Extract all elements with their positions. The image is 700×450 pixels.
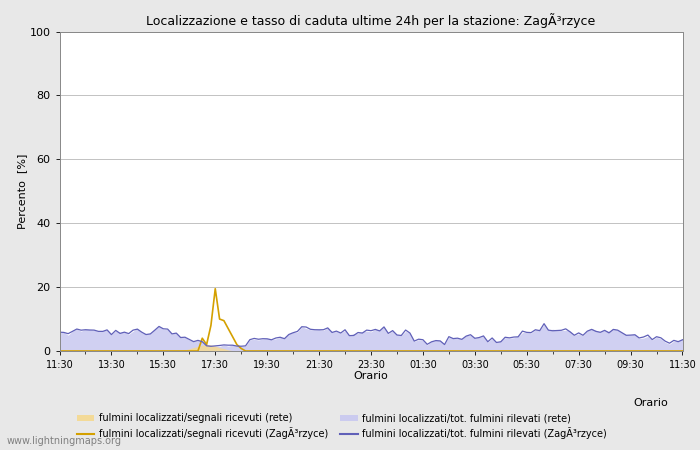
Text: Orario: Orario [634, 398, 668, 408]
Y-axis label: Percento  [%]: Percento [%] [17, 153, 27, 229]
X-axis label: Orario: Orario [354, 371, 388, 382]
Text: www.lightningmaps.org: www.lightningmaps.org [7, 436, 122, 446]
Legend: fulmini localizzati/segnali ricevuti (rete), fulmini localizzati/segnali ricevut: fulmini localizzati/segnali ricevuti (re… [77, 414, 607, 439]
Title: Localizzazione e tasso di caduta ultime 24h per la stazione: ZagÃ³rzyce: Localizzazione e tasso di caduta ultime … [146, 13, 596, 27]
